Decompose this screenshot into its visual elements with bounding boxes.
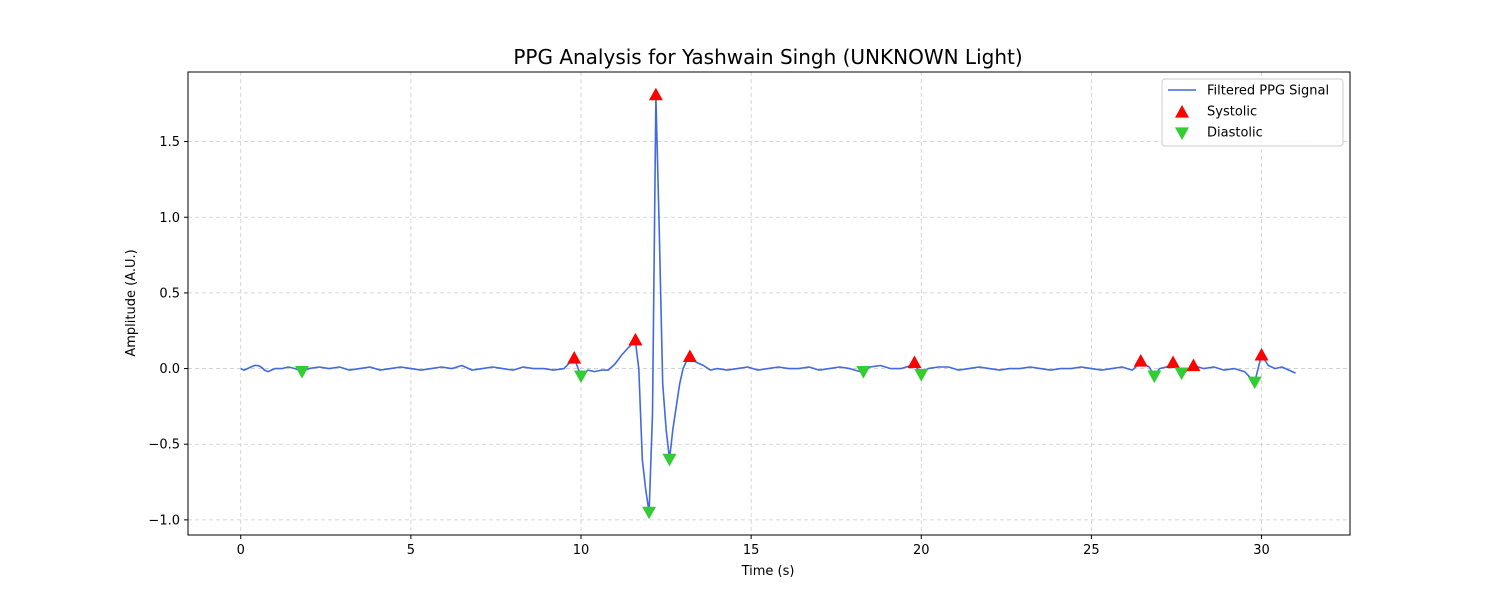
legend: Filtered PPG Signal Systolic Diastolic — [1161, 78, 1344, 147]
x-tick-label: 5 — [407, 543, 415, 558]
legend-marker-swatch — [1175, 127, 1189, 140]
systolic-marker — [907, 355, 922, 369]
diastolic-marker — [1147, 370, 1162, 384]
plot-frame — [187, 71, 1351, 536]
diastolic-marker — [642, 506, 657, 520]
x-tick-label: 0 — [237, 543, 245, 558]
legend-marker-swatch — [1175, 105, 1189, 118]
systolic-marker — [1186, 358, 1201, 372]
y-tick-label: −0.5 — [148, 438, 180, 453]
systolic-marker — [682, 349, 697, 363]
diastolic-marker — [574, 370, 589, 384]
legend-entry-label: Systolic — [1207, 105, 1257, 120]
x-tick-label: 10 — [573, 543, 590, 558]
y-tick-label: 0.0 — [159, 362, 180, 377]
systolic-marker — [1254, 347, 1269, 361]
y-tick-label: −1.0 — [148, 513, 180, 528]
diastolic-marker — [1247, 376, 1262, 390]
series-layer — [240, 87, 1296, 520]
legend-box — [1161, 78, 1344, 147]
signal-line — [240, 95, 1296, 514]
diastolic-marker — [294, 365, 309, 379]
chart-title: PPG Analysis for Yashwain Singh (UNKNOWN… — [513, 45, 1022, 69]
diastolic-marker — [914, 369, 929, 382]
systolic-marker — [648, 87, 663, 101]
legend-entry-label: Filtered PPG Signal — [1207, 84, 1329, 99]
systolic-marker — [567, 350, 582, 364]
systolic-marker — [628, 332, 643, 346]
y-tick-label: 1.0 — [159, 211, 180, 226]
x-tick-label: 15 — [743, 543, 760, 558]
x-tick-label: 20 — [913, 543, 930, 558]
x-tick-label: 25 — [1083, 543, 1100, 558]
y-tick-label: 0.5 — [159, 286, 180, 301]
axes — [187, 71, 1351, 536]
ticks: 0 5 10 15 20 25 30 −1.0 −0.5 0.0 0.5 1.0 1.5 — [148, 135, 1269, 558]
systolic-marker — [1166, 355, 1181, 369]
y-axis-label: Amplitude (A.U.) — [124, 249, 139, 356]
x-tick-label: 30 — [1253, 543, 1270, 558]
systolic-marker — [1133, 353, 1148, 367]
y-tick-label: 1.5 — [159, 135, 180, 150]
diastolic-marker — [1174, 367, 1189, 381]
diastolic-marker — [662, 453, 677, 467]
diastolic-marker — [856, 365, 871, 379]
legend-entry-label: Diastolic — [1207, 126, 1263, 141]
x-axis-label: Time (s) — [741, 564, 795, 579]
